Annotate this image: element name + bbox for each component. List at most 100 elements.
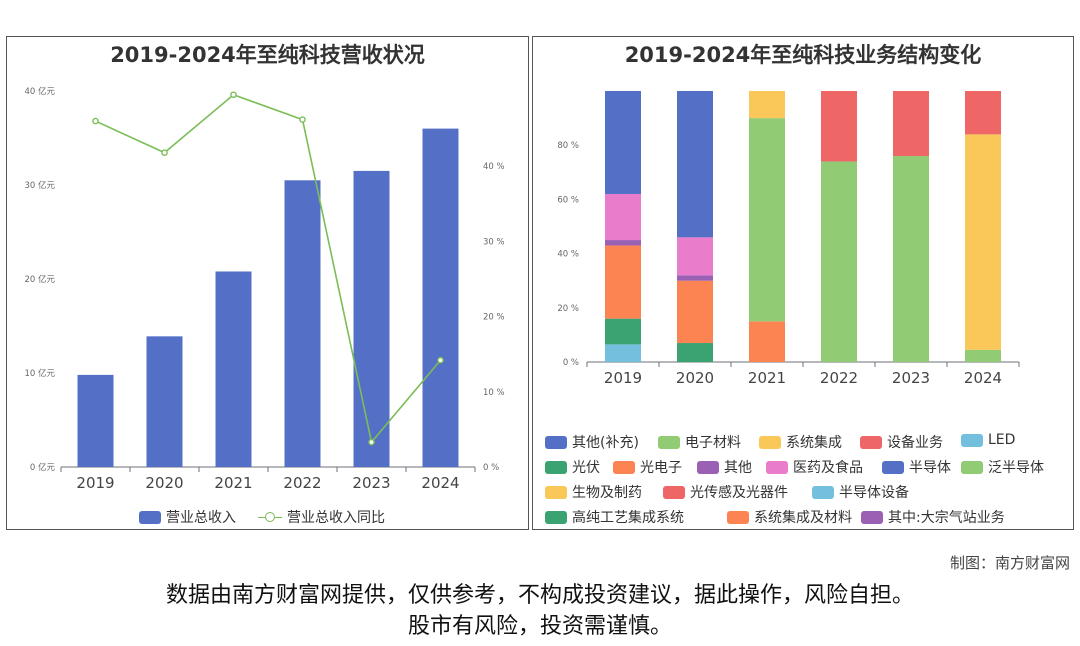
revenue-chart-legend: 营业总收入 营业总收入同比 bbox=[7, 507, 530, 527]
legend-swatch bbox=[697, 460, 719, 474]
structure-segment bbox=[965, 134, 1001, 350]
legend-swatch bbox=[545, 510, 567, 524]
disclaimer: 数据由南方财富网提供，仅供参考，不构成投资建议，据此操作，风险自担。 股市有风险… bbox=[0, 580, 1080, 642]
revenue-bar bbox=[422, 128, 459, 467]
chart-credit: 制图：南方财富网 bbox=[949, 554, 1070, 572]
legend-swatch bbox=[759, 435, 781, 449]
legend-item[interactable]: LED bbox=[961, 432, 1015, 448]
legend-item[interactable]: 系统集成 bbox=[759, 432, 842, 452]
legend-item-revenue[interactable]: 营业总收入 bbox=[139, 507, 236, 527]
x-axis-label: 2022 bbox=[820, 369, 858, 387]
legend-label: 设备业务 bbox=[887, 435, 943, 451]
revenue-yoy-point bbox=[230, 91, 237, 99]
legend-swatch bbox=[812, 485, 834, 499]
revenue-bar bbox=[284, 180, 321, 468]
legend-item[interactable]: 生物及制药 bbox=[545, 482, 642, 502]
revenue-bar bbox=[77, 374, 114, 467]
y-axis-tick: 20 % bbox=[557, 304, 579, 314]
legend-item[interactable]: 光传感及光器件 bbox=[663, 482, 788, 502]
legend-swatch bbox=[727, 510, 749, 524]
structure-segment bbox=[605, 344, 641, 362]
legend-swatch bbox=[861, 510, 883, 524]
structure-chart-legend: 其他(补充) 电子材料 系统集成 设备业务 LED 光伏 光电子 其他 医药及食品 半导体 泛半导体… bbox=[533, 37, 1075, 531]
structure-segment bbox=[821, 91, 857, 162]
y-axis-tick: 0 % bbox=[563, 358, 579, 368]
structure-chart-svg: 0 % 20 % 40 % 60 % 80 % 2019 2020 2021 2022 2023 2… bbox=[557, 91, 1020, 387]
y-axis-tick: 80 % bbox=[557, 141, 579, 151]
disclaimer-line-1: 数据由南方财富网提供，仅供参考，不构成投资建议，据此操作，风险自担。 bbox=[165, 583, 914, 608]
structure-segment bbox=[821, 161, 857, 362]
legend-swatch-bar bbox=[139, 510, 161, 524]
legend-item[interactable]: 其中:大宗气站业务 bbox=[861, 507, 1005, 527]
y-axis-left-tick: 10 亿元 bbox=[24, 368, 55, 379]
x-axis-label: 2021 bbox=[214, 474, 252, 492]
legend-swatch bbox=[545, 435, 567, 449]
y-axis-right-tick: 30 % bbox=[483, 237, 505, 247]
legend-item-revenue-yoy[interactable]: 营业总收入同比 bbox=[258, 507, 385, 527]
legend-label: 光伏 bbox=[572, 460, 600, 476]
y-axis-right-tick: 20 % bbox=[483, 313, 505, 323]
legend-swatch bbox=[613, 460, 635, 474]
legend-item[interactable]: 其他(补充) bbox=[545, 432, 639, 452]
revenue-yoy-point bbox=[92, 117, 99, 125]
structure-segment bbox=[893, 156, 929, 362]
legend-label: 光电子 bbox=[640, 460, 682, 476]
legend-swatch bbox=[545, 485, 567, 499]
x-axis-label: 2020 bbox=[676, 369, 714, 387]
revenue-yoy-line bbox=[95, 93, 442, 444]
legend-label: LED bbox=[988, 432, 1016, 448]
x-axis-label: 2021 bbox=[748, 369, 786, 387]
legend-item[interactable]: 医药及食品 bbox=[766, 457, 863, 477]
legend-label: 系统集成 bbox=[786, 435, 842, 451]
structure-segment bbox=[677, 280, 713, 344]
y-axis-tick: 60 % bbox=[557, 195, 579, 205]
revenue-bar bbox=[146, 336, 183, 467]
legend-label: 医药及食品 bbox=[793, 460, 863, 476]
y-axis-tick: 40 % bbox=[557, 250, 579, 260]
legend-swatch bbox=[961, 433, 983, 447]
x-axis-label: 2019 bbox=[76, 474, 114, 492]
structure-segment bbox=[605, 91, 641, 194]
structure-segment bbox=[605, 318, 641, 345]
revenue-bar bbox=[353, 170, 390, 467]
legend-item[interactable]: 其他 bbox=[697, 457, 752, 477]
structure-segment bbox=[893, 91, 929, 157]
legend-item[interactable]: 半导体设备 bbox=[812, 482, 909, 502]
revenue-yoy-point bbox=[437, 356, 444, 364]
legend-item[interactable]: 半导体 bbox=[882, 457, 951, 477]
legend-item[interactable]: 光伏 bbox=[545, 457, 600, 477]
legend-label: 营业总收入 bbox=[166, 510, 236, 526]
y-axis-left-tick: 20 亿元 bbox=[24, 274, 55, 285]
revenue-chart-title: 2019-2024年至纯科技营收状况 bbox=[110, 43, 425, 67]
legend-label: 高纯工艺集成系统 bbox=[572, 510, 684, 526]
legend-label: 系统集成及材料 bbox=[754, 510, 852, 526]
structure-segment bbox=[677, 275, 713, 281]
y-axis-right-tick: 10 % bbox=[483, 388, 505, 398]
legend-label: 光传感及光器件 bbox=[690, 485, 788, 501]
x-axis-label: 2022 bbox=[283, 474, 321, 492]
structure-chart-title: 2019-2024年至纯科技业务结构变化 bbox=[624, 43, 982, 67]
revenue-yoy-point bbox=[368, 438, 375, 446]
legend-label: 其中:大宗气站业务 bbox=[888, 510, 1005, 526]
legend-item[interactable]: 系统集成及材料 bbox=[727, 507, 852, 527]
legend-item[interactable]: 泛半导体 bbox=[961, 457, 1044, 477]
legend-item[interactable]: 高纯工艺集成系统 bbox=[545, 507, 684, 527]
legend-swatch bbox=[545, 460, 567, 474]
legend-swatch bbox=[961, 460, 983, 474]
structure-segment bbox=[677, 343, 713, 362]
legend-swatch bbox=[882, 460, 904, 474]
legend-item[interactable]: 设备业务 bbox=[860, 432, 943, 452]
x-axis-label: 2023 bbox=[892, 369, 930, 387]
x-axis-label: 2020 bbox=[145, 474, 183, 492]
structure-segment bbox=[965, 91, 1001, 135]
legend-item[interactable]: 光电子 bbox=[613, 457, 682, 477]
structure-segment bbox=[605, 240, 641, 246]
legend-label: 半导体设备 bbox=[839, 485, 909, 501]
legend-label: 半导体 bbox=[909, 460, 951, 476]
legend-label: 泛半导体 bbox=[988, 460, 1044, 476]
structure-segment bbox=[965, 349, 1001, 362]
y-axis-left-tick: 30 亿元 bbox=[24, 180, 55, 191]
legend-item[interactable]: 电子材料 bbox=[658, 432, 741, 452]
structure-segment bbox=[605, 193, 641, 241]
structure-segment bbox=[749, 321, 785, 362]
